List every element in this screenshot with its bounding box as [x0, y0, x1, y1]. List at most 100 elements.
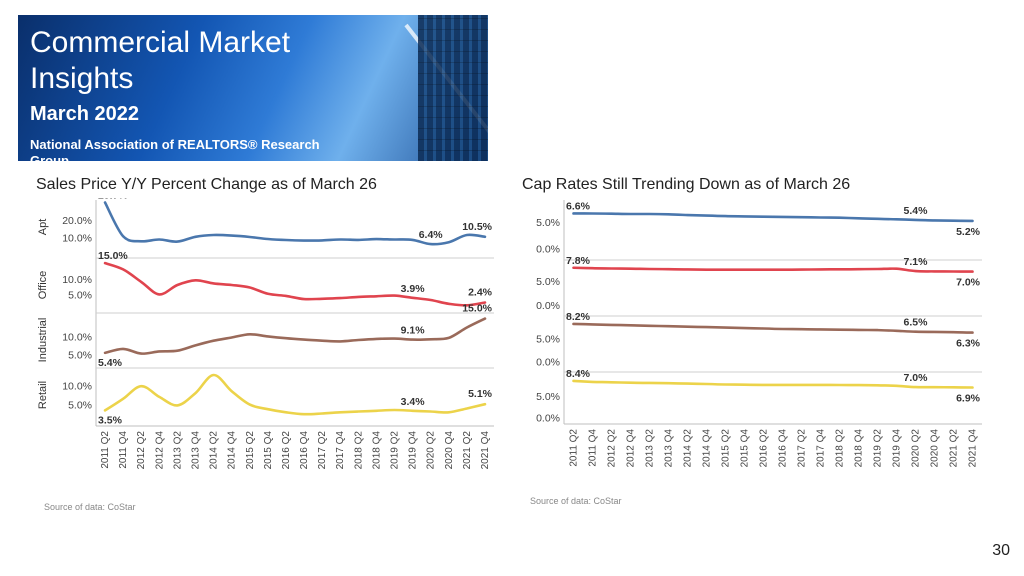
cap-rates-x-tick-label: 2015 Q2: [721, 429, 732, 468]
cap-rates-retail-data-label: 8.4%: [566, 368, 591, 380]
cap-rates-x-tick-label: 2020 Q2: [911, 429, 922, 468]
sales-price-x-tick-label: 2011 Q2: [100, 431, 111, 469]
sales-price-retail-panel-label: Retail: [37, 381, 49, 409]
cap-rates-x-tick-label: 2016 Q2: [759, 429, 770, 468]
cap-rates-x-tick-label: 2020 Q4: [930, 429, 941, 468]
cap-rates-retail-y-tick-label: 5.0%: [536, 391, 560, 403]
sales-price-apt-data-label: 10.5%: [462, 221, 492, 233]
sales-price-retail-data-label: 5.1%: [468, 388, 493, 400]
sales-price-retail-y-tick-label: 10.0%: [62, 380, 92, 392]
cap-rates-industrial-data-label: 6.5%: [904, 317, 929, 329]
sales-price-industrial-data-label: 9.1%: [401, 325, 426, 337]
cap-rates-office-data-label: 7.0%: [956, 277, 981, 289]
cap-rates-retail-series-line: [572, 379, 974, 389]
sales-price-office-data-label: 2.4%: [468, 287, 493, 299]
sales-price-apt-data-label: 29.7%: [98, 198, 128, 202]
cap-rates-office-data-label: 7.1%: [904, 256, 929, 268]
cap-rates-apt-data-label: 5.2%: [956, 226, 981, 238]
sales-price-apt-series-line: [103, 201, 487, 246]
sales-price-industrial-panel-label: Industrial: [37, 318, 49, 363]
sales-price-office-data-label: 3.9%: [401, 283, 426, 295]
cap-rates-x-tick-label: 2014 Q4: [702, 429, 713, 468]
cap-rates-x-tick-label: 2017 Q2: [797, 429, 808, 468]
sales-price-apt-y-tick-label: 20.0%: [62, 215, 92, 227]
sales-price-x-tick-label: 2020 Q2: [426, 431, 437, 470]
cap-rates-x-tick-label: 2012 Q4: [626, 429, 637, 468]
sales-price-industrial-data-label: 5.4%: [98, 357, 123, 369]
sales-price-chart: Apt 20.0% 10.0% 29.7% 6.4% 10.5% Office 10.0% 5.…: [37, 198, 494, 470]
right-source-note: Source of data: CoStar: [530, 496, 622, 506]
sales-price-x-tick-label: 2014 Q4: [227, 431, 238, 470]
cap-rates-x-tick-label: 2021 Q4: [968, 429, 979, 468]
sales-price-retail-data-label: 3.4%: [401, 396, 426, 408]
cap-rates-retail-data-label: 7.0%: [904, 372, 929, 384]
cap-rates-industrial-data-label: 8.2%: [566, 311, 591, 323]
sales-price-x-tick-label: 2018 Q2: [353, 431, 364, 470]
cap-rates-apt-data-label: 6.6%: [566, 200, 591, 212]
sales-price-x-tick-label: 2018 Q4: [371, 431, 382, 470]
sales-price-office-y-tick-label: 5.0%: [68, 289, 92, 301]
left-source-note: Source of data: CoStar: [44, 502, 136, 512]
cap-rates-x-tick-label: 2017 Q4: [816, 429, 827, 468]
cap-rates-x-tick-label: 2019 Q2: [873, 429, 884, 468]
sales-price-industrial-y-tick-label: 10.0%: [62, 331, 92, 343]
banner-building-image: [418, 15, 488, 161]
banner-organization: National Association of REALTORS® Resear…: [30, 137, 320, 161]
cap-rates-apt-data-label: 5.4%: [904, 205, 929, 217]
sales-price-apt-y-tick-label: 10.0%: [62, 233, 92, 245]
cap-rates-industrial-data-label: 6.3%: [956, 338, 981, 350]
sales-price-industrial-data-label: 15.0%: [462, 303, 492, 315]
sales-price-x-tick-label: 2015 Q4: [263, 431, 274, 470]
cap-rates-retail-y-tick-label: 0.0%: [536, 413, 560, 425]
sales-price-x-tick-label: 2021 Q4: [480, 431, 491, 470]
sales-price-industrial-series-line: [103, 317, 487, 355]
sales-price-x-tick-label: 2013 Q4: [191, 431, 202, 470]
sales-price-office-series-line: [103, 261, 487, 307]
cap-rates-apt-y-tick-label: 0.0%: [536, 244, 560, 256]
cap-rates-x-tick-label: 2011 Q2: [569, 429, 580, 467]
cap-rates-industrial-series-line: [572, 322, 974, 334]
sales-price-x-tick-label: 2021 Q2: [462, 431, 473, 470]
cap-rates-x-tick-label: 2019 Q4: [892, 429, 903, 468]
sales-price-x-tick-label: 2020 Q4: [444, 431, 455, 470]
cap-rates-x-tick-label: 2018 Q4: [854, 429, 865, 468]
right-chart-title: Cap Rates Still Trending Down as of Marc…: [522, 176, 851, 193]
cap-rates-office-series-line: [572, 266, 974, 273]
cap-rates-x-tick-label: 2018 Q2: [835, 429, 846, 468]
sales-price-x-tick-label: 2012 Q4: [154, 431, 165, 470]
cap-rates-x-tick-label: 2021 Q2: [949, 429, 960, 468]
cap-rates-industrial-y-tick-label: 5.0%: [536, 334, 560, 346]
sales-price-x-tick-label: 2016 Q2: [281, 431, 292, 470]
sales-price-x-tick-label: 2011 Q4: [118, 431, 129, 469]
sales-price-retail-series-line: [103, 373, 487, 416]
cap-rates-retail-data-label: 6.9%: [956, 393, 981, 405]
sales-price-office-y-tick-label: 10.0%: [62, 274, 92, 286]
cap-rates-x-tick-label: 2015 Q4: [740, 429, 751, 468]
cap-rates-chart: 5.0% 0.0% 6.6% 5.4% 5.2% 5.0% 0.0% 7.8% 7.1% 7.0%…: [536, 200, 982, 468]
cap-rates-industrial-y-tick-label: 0.0%: [536, 356, 560, 368]
left-chart-title: Sales Price Y/Y Percent Change as of Mar…: [36, 176, 377, 193]
cap-rates-office-data-label: 7.8%: [566, 255, 591, 267]
cap-rates-apt-y-tick-label: 5.0%: [536, 217, 560, 229]
cap-rates-x-tick-label: 2013 Q2: [645, 429, 656, 468]
sales-price-apt-data-label: 6.4%: [419, 229, 444, 241]
sales-price-x-tick-label: 2015 Q2: [245, 431, 256, 470]
cap-rates-office-y-tick-label: 5.0%: [536, 276, 560, 288]
sales-price-retail-y-tick-label: 5.0%: [68, 400, 92, 412]
cap-rates-apt-series-line: [572, 212, 974, 223]
sales-price-apt-panel-label: Apt: [37, 219, 49, 236]
sales-price-industrial-y-tick-label: 5.0%: [68, 349, 92, 361]
sales-price-x-tick-label: 2012 Q2: [136, 431, 147, 470]
banner-title: Commercial Market Insights: [30, 26, 291, 95]
sales-price-x-tick-label: 2013 Q2: [172, 431, 183, 470]
header-banner: Commercial Market Insights March 2022 Na…: [18, 15, 488, 161]
cap-rates-x-tick-label: 2014 Q2: [683, 429, 694, 468]
banner-date: March 2022: [30, 103, 139, 125]
cap-rates-x-tick-label: 2013 Q4: [664, 429, 675, 468]
cap-rates-x-tick-label: 2016 Q4: [778, 429, 789, 468]
sales-price-x-tick-label: 2019 Q4: [408, 431, 419, 470]
cap-rates-x-tick-label: 2012 Q2: [607, 429, 618, 468]
cap-rates-x-tick-label: 2011 Q4: [588, 429, 599, 467]
cap-rates-office-y-tick-label: 0.0%: [536, 300, 560, 312]
sales-price-retail-data-label: 3.5%: [98, 414, 123, 426]
